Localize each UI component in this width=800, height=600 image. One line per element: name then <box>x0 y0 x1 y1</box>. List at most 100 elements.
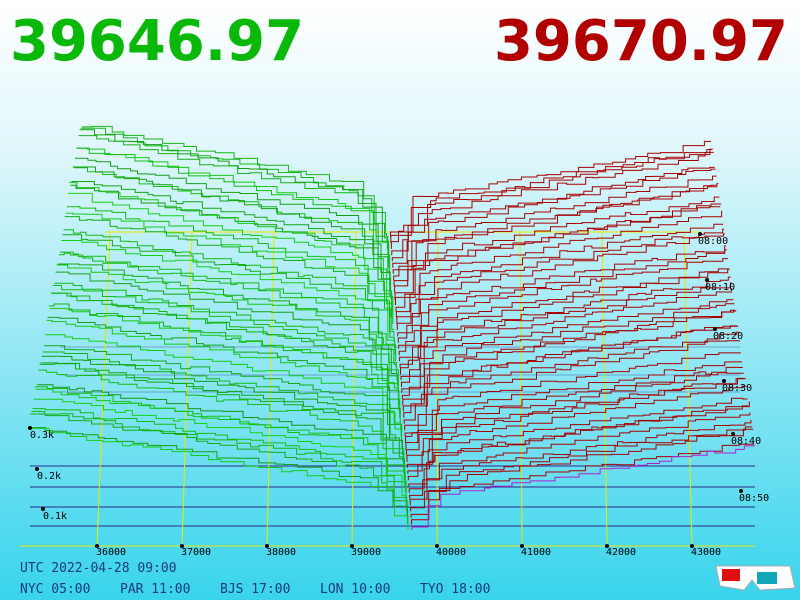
time-tick <box>713 327 717 331</box>
price-grid-line <box>436 231 439 547</box>
bid-curve <box>44 345 403 443</box>
time-label: 08:50 <box>739 493 769 504</box>
ask-curve <box>393 183 719 287</box>
bid-curve <box>60 251 396 355</box>
ask-price: 39670.97 <box>494 9 788 74</box>
bid-curve <box>57 263 397 368</box>
bid-curve <box>29 427 409 524</box>
ask-curve <box>390 148 713 250</box>
price-grid-line <box>96 231 111 547</box>
ask-curve <box>410 428 754 518</box>
timezone: NYC 05:00 <box>20 582 90 597</box>
bid-curve <box>71 181 392 293</box>
bid-curve <box>30 413 408 518</box>
ask-curve <box>404 352 741 437</box>
ask-curve <box>397 249 727 343</box>
ask-curve <box>392 168 716 268</box>
bid-curve <box>72 166 391 287</box>
price-label: 41000 <box>521 547 551 558</box>
ask-curve <box>406 378 746 468</box>
price-label: 43000 <box>691 547 721 558</box>
bid-curve <box>33 398 407 499</box>
ask-curve <box>406 372 744 455</box>
ask-curve <box>401 303 735 393</box>
bid-curve <box>38 369 405 474</box>
bid-curve <box>53 285 399 393</box>
bid-curve <box>31 410 408 512</box>
bid-curve <box>73 167 391 280</box>
ask-curve <box>401 299 734 388</box>
bid-curve <box>37 384 405 480</box>
ask-curve <box>396 233 725 331</box>
bid-curve <box>50 292 400 405</box>
price-grid-line <box>519 231 523 547</box>
time-tick <box>731 432 735 436</box>
bid-curve <box>76 147 390 268</box>
price-tick <box>95 544 99 548</box>
bid-curve <box>64 216 394 330</box>
ask-curve <box>390 140 711 238</box>
ask-curve <box>391 166 715 262</box>
price-tick <box>350 544 354 548</box>
bid-curve <box>36 388 406 487</box>
bid-curve <box>69 182 392 305</box>
price-tick <box>180 544 184 548</box>
price-label: 37000 <box>181 547 211 558</box>
bid-curve <box>49 307 400 412</box>
bid-curve <box>34 386 406 493</box>
timezone: PAR 11:00 <box>120 582 190 597</box>
bid-curve <box>39 363 404 468</box>
3d-glasses-icon[interactable] <box>715 565 796 591</box>
ask-curve <box>403 325 739 418</box>
price-grid-line <box>351 231 357 547</box>
bid-curve <box>63 229 395 337</box>
ask-curve <box>397 245 726 337</box>
ask-curve <box>409 412 751 499</box>
bid-price: 39646.97 <box>10 9 304 74</box>
bid-curve <box>58 252 397 362</box>
floor-grid <box>20 231 755 547</box>
ask-curve <box>400 282 732 376</box>
bid-curve <box>77 147 389 262</box>
price-tick <box>605 544 609 548</box>
ask-curve <box>399 268 730 362</box>
bid-curve <box>80 127 388 243</box>
bid-curve <box>46 319 402 430</box>
bid-curve <box>61 240 396 349</box>
ask-curve <box>399 276 731 368</box>
ask-curve <box>405 361 742 443</box>
bid-curve <box>81 125 387 237</box>
bid-curve <box>48 303 401 418</box>
axis-labels: 36000 37000 38000 39000 40000 41000 42000 43000… <box>28 232 769 558</box>
bid-curve <box>28 427 409 530</box>
price-label: 39000 <box>351 547 381 558</box>
price-label: 36000 <box>96 547 126 558</box>
time-label: 08:10 <box>705 282 735 293</box>
bid-curve <box>54 282 398 387</box>
ask-curve <box>402 325 738 412</box>
ask-curve <box>391 151 714 256</box>
ask-curve <box>396 228 725 325</box>
price-grid-line <box>266 231 275 547</box>
timezone: LON 10:00 <box>320 582 390 597</box>
price-tick <box>435 544 439 548</box>
ask-curve <box>403 331 740 424</box>
price-tick <box>265 544 269 548</box>
ask-curve <box>392 175 717 274</box>
bid-curve <box>56 264 398 374</box>
ask-curve <box>404 340 740 431</box>
ask-curve <box>398 258 728 349</box>
ask-curve <box>394 206 721 301</box>
volume-tick <box>41 507 45 511</box>
volume-tick <box>28 426 32 430</box>
utc-time: UTC 2022-04-28 09:00 <box>20 561 177 576</box>
volume-tick <box>35 467 39 471</box>
time-label: 08:40 <box>731 436 761 447</box>
ask-curve <box>407 397 748 481</box>
bid-curve <box>45 334 402 437</box>
timezones: NYC 05:00 PAR 11:00 BJS 17:00 LON 10:00 TYO … <box>20 582 490 597</box>
time-tick <box>739 489 743 493</box>
ask-curve <box>407 385 747 475</box>
